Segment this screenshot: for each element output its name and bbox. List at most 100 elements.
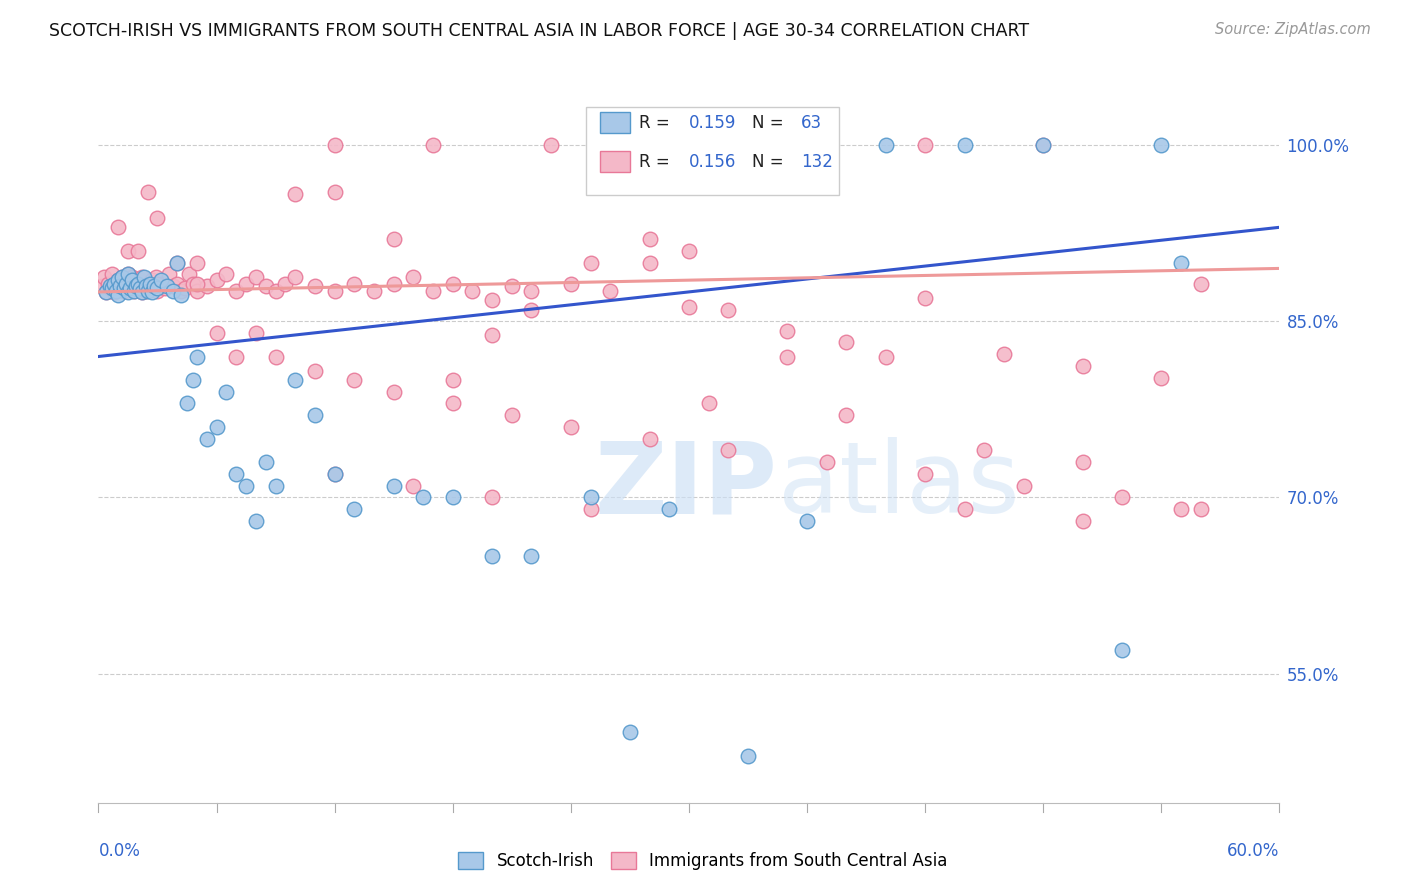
- Point: [323, 185, 346, 199]
- Point: [1150, 138, 1173, 153]
- Point: [166, 277, 188, 291]
- Point: [103, 285, 125, 299]
- Point: [157, 268, 180, 282]
- Point: [776, 324, 799, 338]
- Bar: [600, 151, 630, 172]
- Point: [1170, 255, 1192, 269]
- Point: [141, 285, 163, 299]
- Point: [122, 284, 145, 298]
- Point: [131, 285, 153, 299]
- Point: [125, 279, 148, 293]
- Point: [205, 326, 228, 340]
- Point: [135, 284, 157, 298]
- Point: [136, 185, 159, 199]
- Point: [225, 467, 247, 481]
- Point: [835, 335, 858, 350]
- Point: [323, 138, 346, 153]
- Point: [181, 373, 204, 387]
- Point: [481, 491, 503, 505]
- Point: [117, 285, 139, 299]
- Point: [117, 268, 139, 282]
- Point: [1071, 359, 1094, 373]
- Point: [176, 396, 198, 410]
- Point: [638, 255, 661, 269]
- Point: [96, 285, 118, 299]
- Point: [195, 432, 218, 446]
- Point: [128, 273, 150, 287]
- Point: [973, 443, 995, 458]
- Point: [245, 514, 267, 528]
- Point: [481, 328, 503, 343]
- Point: [115, 277, 138, 291]
- Point: [1032, 138, 1054, 153]
- Point: [441, 373, 464, 387]
- Text: Source: ZipAtlas.com: Source: ZipAtlas.com: [1215, 22, 1371, 37]
- Point: [117, 281, 139, 295]
- Point: [619, 725, 641, 739]
- Point: [127, 277, 149, 291]
- Point: [142, 279, 165, 293]
- Text: N =: N =: [752, 114, 789, 132]
- Point: [875, 138, 897, 153]
- Point: [343, 502, 366, 516]
- Point: [156, 279, 179, 293]
- Point: [97, 277, 120, 291]
- Point: [105, 284, 128, 298]
- Point: [131, 269, 153, 284]
- Point: [132, 269, 155, 284]
- Point: [121, 273, 143, 287]
- Point: [145, 269, 167, 284]
- Point: [107, 288, 129, 302]
- Point: [141, 273, 163, 287]
- Point: [284, 187, 307, 202]
- Point: [103, 279, 125, 293]
- Point: [461, 284, 484, 298]
- Point: [1111, 491, 1133, 505]
- Point: [304, 363, 326, 377]
- Point: [91, 279, 114, 293]
- Point: [107, 273, 129, 287]
- Point: [638, 432, 661, 446]
- Point: [138, 281, 160, 295]
- Point: [678, 300, 700, 314]
- Point: [363, 284, 385, 298]
- Point: [254, 279, 277, 293]
- Point: [697, 396, 720, 410]
- Point: [1189, 277, 1212, 291]
- Point: [323, 467, 346, 481]
- Point: [112, 284, 135, 298]
- Point: [146, 281, 169, 295]
- Legend: Scotch-Irish, Immigrants from South Central Asia: Scotch-Irish, Immigrants from South Cent…: [451, 845, 955, 877]
- Point: [737, 748, 759, 763]
- Point: [131, 285, 153, 299]
- FancyBboxPatch shape: [586, 107, 839, 194]
- Point: [170, 288, 193, 302]
- Point: [1032, 138, 1054, 153]
- Point: [245, 269, 267, 284]
- Point: [441, 491, 464, 505]
- Point: [103, 277, 125, 291]
- Point: [412, 491, 434, 505]
- Point: [121, 269, 143, 284]
- Point: [678, 244, 700, 258]
- Point: [150, 273, 173, 287]
- Point: [579, 502, 602, 516]
- Point: [146, 284, 169, 298]
- Text: N =: N =: [752, 153, 789, 170]
- Point: [122, 284, 145, 298]
- Point: [953, 138, 976, 153]
- Point: [402, 269, 425, 284]
- Point: [186, 277, 208, 291]
- Point: [135, 279, 157, 293]
- Point: [579, 491, 602, 505]
- Point: [993, 347, 1015, 361]
- Text: 60.0%: 60.0%: [1227, 842, 1279, 860]
- Point: [101, 281, 124, 295]
- Point: [540, 138, 562, 153]
- Point: [117, 268, 139, 282]
- Point: [776, 138, 799, 153]
- Point: [323, 467, 346, 481]
- Point: [235, 479, 257, 493]
- Point: [579, 255, 602, 269]
- Point: [174, 281, 197, 295]
